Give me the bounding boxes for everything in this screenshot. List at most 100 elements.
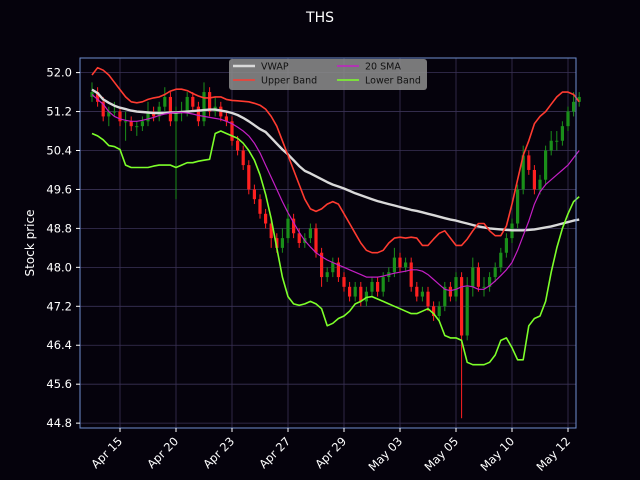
candle-body [572,101,576,112]
candle-body [191,96,195,107]
candle-body [140,121,144,127]
y-tick-label: 51.2 [46,105,72,119]
candle-body [247,165,251,190]
legend-label: VWAP [261,62,289,73]
y-tick-label: 46.4 [46,338,72,352]
candle-body [252,189,256,200]
candle-body [258,199,262,214]
candle-body [196,106,200,122]
candle-body [275,238,279,248]
candle-body [241,150,245,166]
y-tick-label: 47.2 [46,299,72,313]
candle-body [168,96,172,122]
candle-body [404,262,408,268]
candle-body [174,111,178,122]
candle-body [157,106,161,117]
candle-body [264,213,268,224]
candle-body [555,140,559,142]
candle-body [448,286,452,297]
candle-body [560,126,564,141]
candle-body [370,281,374,292]
candle-body [488,277,492,287]
candle-body [146,111,150,122]
candle-body [353,286,357,297]
legend-box [229,59,427,90]
candle-body [359,286,363,302]
candle-body [465,286,469,336]
candle-body [476,267,480,287]
candle-body [286,218,290,239]
candle-body [504,238,508,253]
candle-body [292,218,296,234]
candle-body [532,169,536,190]
candle-body [342,277,346,287]
candle-body [202,92,206,122]
candle-body [308,228,312,239]
candle-body [118,111,122,122]
candle-body [538,179,542,190]
sma20-line [91,94,580,292]
candle-body [521,155,525,190]
candle-body [516,189,520,224]
candle-body [135,126,139,128]
candle-body [364,291,368,302]
legend-label: 20 SMA [365,62,401,73]
candle-body [331,262,335,273]
candle-body [415,286,419,297]
candle-body [392,257,396,273]
candle-body [96,92,100,102]
band-lines [91,66,580,366]
candle-body [107,111,111,117]
y-axis-label: Stock price [23,210,37,277]
candle-body [325,272,329,278]
y-tick-label: 45.6 [46,377,72,391]
candle-body [297,233,301,243]
candle-body [482,286,486,288]
candle-body [112,111,116,113]
y-tick-label: 50.4 [46,144,72,158]
candle-body [185,96,189,112]
legend-label: Lower Band [365,76,421,87]
y-tick-label: 49.6 [46,182,72,196]
candle-body [129,121,133,127]
candle-body [163,96,167,107]
candle-body [527,155,531,170]
candle-body [460,277,464,336]
y-tick-label: 48.8 [46,221,72,235]
candle-body [426,291,430,307]
candle-body [432,306,436,317]
legend-label: Upper Band [261,76,317,87]
candle-body [420,291,424,297]
candle-body [437,306,441,317]
candle-body [336,262,340,278]
candle-body [101,101,105,117]
candle-body [544,150,548,180]
candle-body [549,140,553,151]
candle-body [499,252,503,268]
candle-body [381,277,385,292]
candle-body [409,262,413,287]
candle-body [493,267,497,278]
y-tick-label: 52.0 [46,66,72,80]
lower-band-line [91,130,580,366]
candle-body [566,111,570,127]
candle-body [208,92,212,112]
candle-body [236,140,240,151]
candle-body [443,286,447,307]
chart-title: THS [305,10,334,26]
legend: VWAP Upper Band 20 SMA Lower Band [229,59,427,90]
candle-body [577,96,581,102]
candle-body [314,228,318,253]
candle-body [230,121,234,141]
candle-body [348,286,352,297]
y-tick-label: 48.0 [46,260,72,274]
y-tick-label: 44.8 [46,416,72,430]
candle-body [269,223,273,239]
candle-body [376,281,380,292]
candle-body [398,257,402,268]
candle-body [320,252,324,278]
candle-body [280,238,284,248]
candle-body [471,267,475,287]
y-axis: 44.8 45.6 46.4 47.2 48.0 48.8 49.6 50.4 51.2 52.0 [46,66,80,430]
